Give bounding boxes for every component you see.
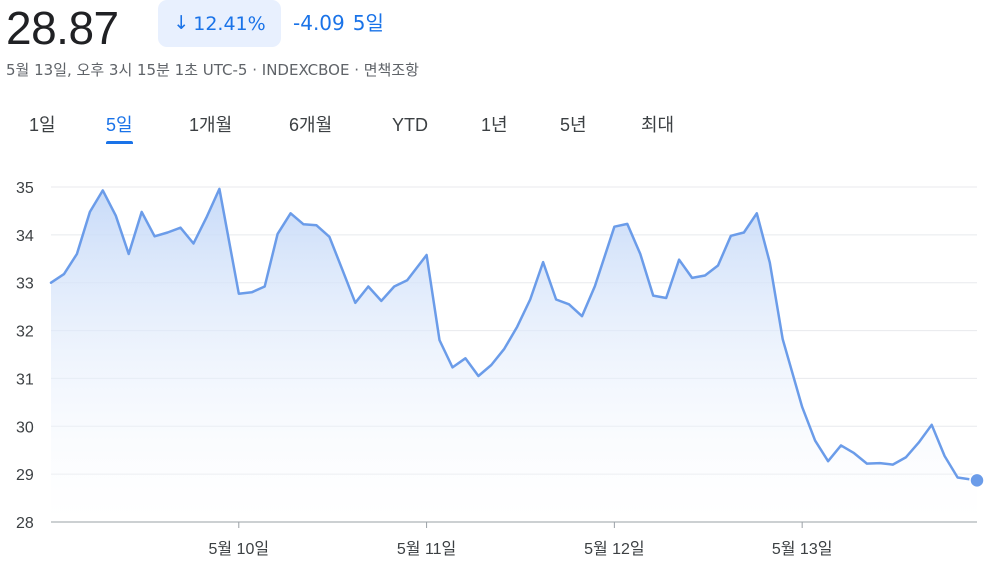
x-tick-label: 5월 11일	[397, 540, 456, 558]
x-tick-label: 5월 10일	[208, 540, 269, 558]
tab-label: 1년	[481, 115, 508, 135]
y-tick-label: 34	[16, 228, 34, 245]
change-period: 5일	[352, 11, 384, 35]
range-tabs: 1일 5일 1개월 6개월 YTD 1년 5년 최대	[0, 110, 991, 146]
tab-label: 1일	[29, 115, 56, 135]
y-tick-label: 28	[16, 515, 34, 532]
tab-5y[interactable]: 5년	[560, 110, 587, 140]
tab-6m[interactable]: 6개월	[289, 110, 332, 140]
y-tick-label: 35	[16, 180, 34, 197]
active-tab-indicator	[106, 141, 133, 144]
absolute-change: -4.09 5일	[293, 8, 384, 38]
tab-1m[interactable]: 1개월	[189, 110, 232, 140]
y-tick-label: 30	[16, 419, 34, 436]
x-tick-label: 5월 13일	[772, 540, 833, 558]
tab-max[interactable]: 최대	[641, 110, 674, 140]
tab-1y[interactable]: 1년	[481, 110, 508, 140]
arrow-down-icon: ↓	[173, 12, 190, 34]
percent-change-badge: ↓ 12.41%	[158, 0, 281, 47]
y-tick-label: 33	[16, 276, 34, 293]
tab-1d[interactable]: 1일	[29, 110, 56, 140]
x-tick-label: 5월 12일	[584, 540, 645, 558]
price-line	[49, 187, 979, 482]
tab-ytd[interactable]: YTD	[392, 110, 428, 140]
quote-meta: 5월 13일, 오후 3시 15분 1초 UTC-5 · INDEXCBOE ·…	[6, 61, 419, 79]
change-value: -4.09	[293, 11, 345, 35]
tab-label: 6개월	[289, 115, 333, 135]
tab-label: YTD	[392, 115, 428, 135]
tab-label: 5일	[106, 115, 133, 135]
tab-label: 최대	[641, 115, 675, 135]
area-fill	[51, 188, 977, 522]
current-value-marker	[969, 472, 985, 489]
tab-label: 1개월	[189, 115, 233, 135]
current-price: 28.87	[6, 2, 119, 54]
tab-label: 5년	[560, 115, 587, 135]
y-tick-label: 29	[16, 467, 34, 484]
percent-change-value: 12.41%	[193, 12, 266, 35]
y-tick-label: 32	[16, 324, 34, 341]
y-tick-label: 31	[16, 371, 34, 388]
tab-5d[interactable]: 5일	[106, 110, 133, 144]
